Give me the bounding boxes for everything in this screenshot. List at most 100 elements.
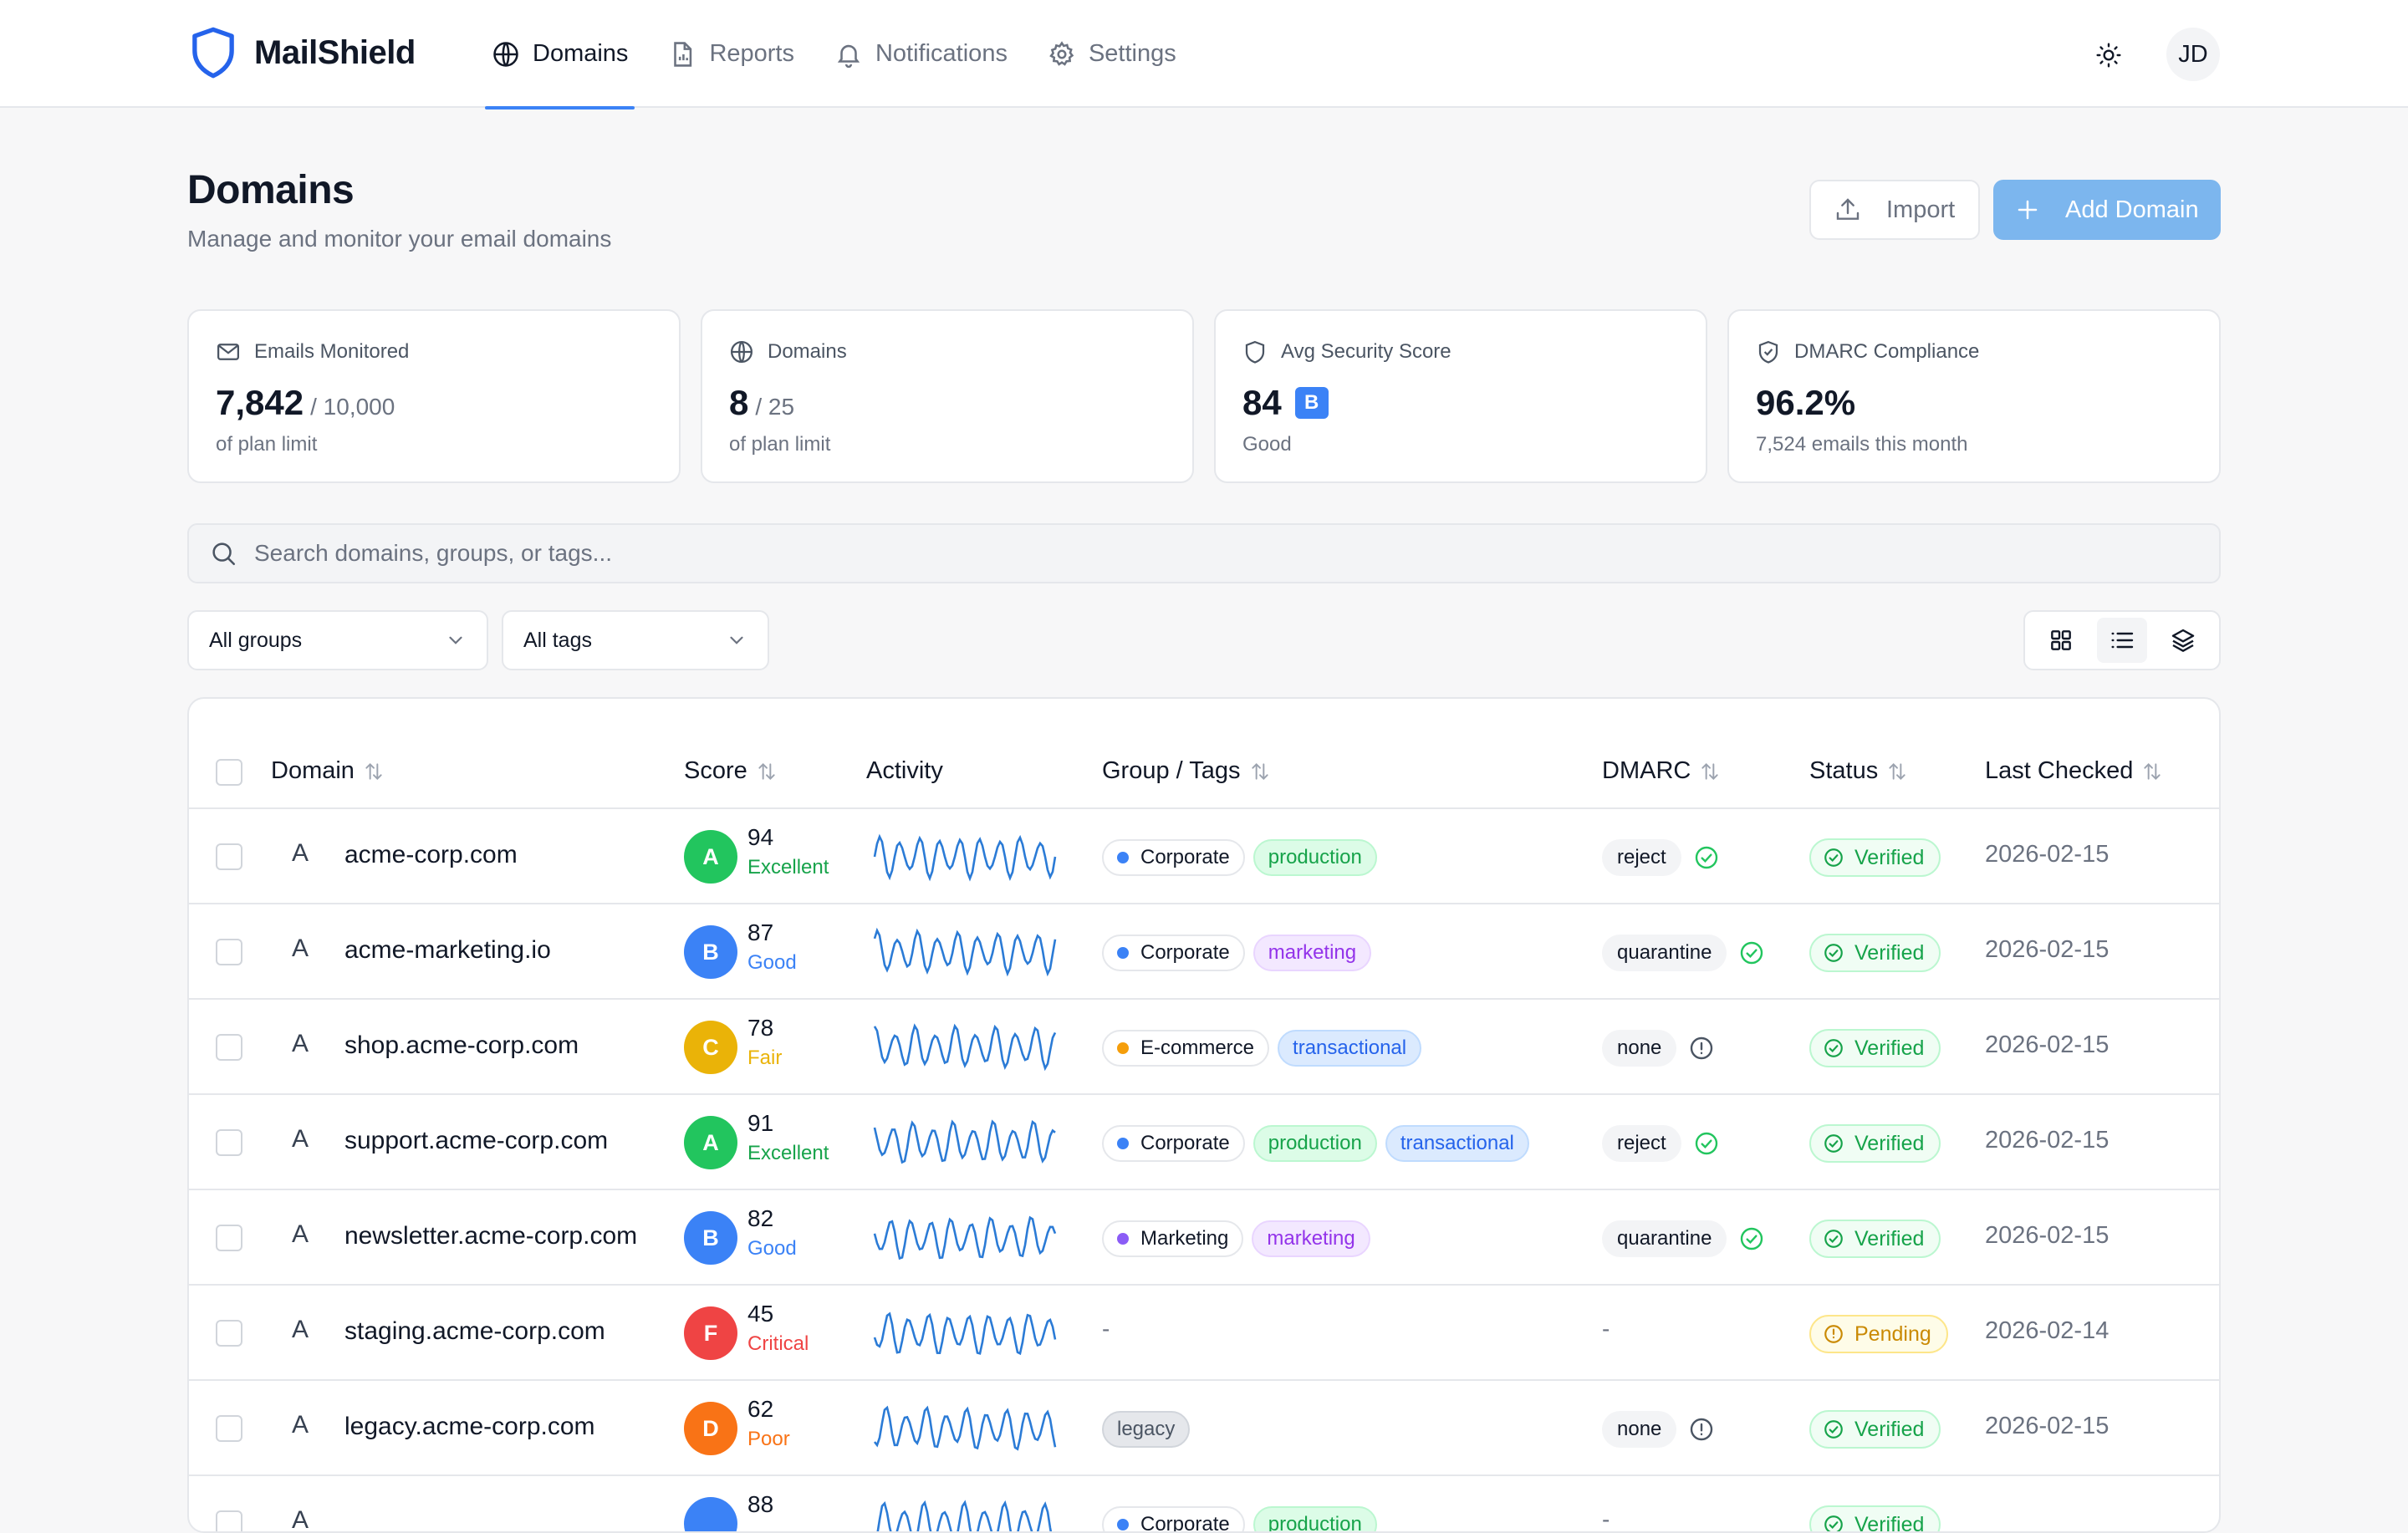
group-name: Marketing bbox=[1140, 1227, 1228, 1250]
row-checkbox[interactable] bbox=[216, 843, 242, 870]
groups-filter-select[interactable]: All groups bbox=[187, 610, 488, 670]
group-badge[interactable]: E-commerce bbox=[1102, 1030, 1269, 1067]
theme-toggle-button[interactable] bbox=[2090, 37, 2127, 74]
grid-view-button[interactable] bbox=[2036, 618, 2086, 663]
group-tags-cell: - bbox=[1102, 1316, 1110, 1342]
nav-reports[interactable]: Reports bbox=[661, 0, 801, 108]
domain-name[interactable]: support.acme-corp.com bbox=[344, 1127, 608, 1155]
row-checkbox[interactable] bbox=[216, 1225, 242, 1251]
brand[interactable]: MailShield bbox=[191, 27, 416, 79]
score-label: Critical bbox=[747, 1332, 809, 1356]
tag-badge[interactable]: production bbox=[1253, 1506, 1377, 1533]
tag-badge[interactable]: production bbox=[1253, 1125, 1377, 1162]
row-checkbox[interactable] bbox=[216, 939, 242, 965]
search-input[interactable] bbox=[254, 540, 2177, 567]
last-checked: 2026-02-15 bbox=[1985, 1222, 2109, 1250]
sparkline-path bbox=[875, 1503, 1055, 1533]
grade-badge: B bbox=[684, 925, 737, 979]
status-badge: Verified bbox=[1809, 934, 1941, 972]
select-all-checkbox[interactable] bbox=[216, 759, 242, 786]
tag-badge[interactable]: transactional bbox=[1385, 1125, 1529, 1162]
import-button[interactable]: Import bbox=[1809, 180, 1980, 240]
tag-badge[interactable]: transactional bbox=[1278, 1030, 1421, 1067]
group-badge[interactable]: Corporate bbox=[1102, 1506, 1245, 1533]
row-checkbox[interactable] bbox=[216, 1510, 242, 1533]
header-group-tags-label: Group / Tags bbox=[1102, 757, 1241, 785]
row-checkbox[interactable] bbox=[216, 1034, 242, 1061]
header-last-checked[interactable]: Last Checked bbox=[1985, 757, 2163, 785]
layers-view-button[interactable] bbox=[2158, 618, 2208, 663]
alert-circle-icon bbox=[1688, 1035, 1715, 1062]
header-dmarc[interactable]: DMARC bbox=[1602, 757, 1721, 785]
tags-filter-select[interactable]: All tags bbox=[502, 610, 769, 670]
stat-label: Avg Security Score bbox=[1281, 340, 1451, 364]
check-circle-icon bbox=[1693, 844, 1720, 871]
chevron-down-icon bbox=[445, 629, 467, 651]
last-checked: 2026-02-15 bbox=[1985, 841, 2109, 868]
grade-badge: A bbox=[684, 830, 737, 884]
header-score[interactable]: Score bbox=[684, 757, 778, 785]
header-group-tags[interactable]: Group / Tags bbox=[1102, 757, 1271, 785]
gear-icon bbox=[1048, 40, 1076, 69]
score-value: 87 bbox=[747, 919, 773, 946]
domain-icon: A bbox=[288, 935, 313, 963]
tag-badge[interactable]: marketing bbox=[1252, 1220, 1370, 1257]
page-title: Domains bbox=[187, 167, 354, 213]
nav-domains[interactable]: Domains bbox=[485, 0, 635, 108]
add-domain-button[interactable]: Add Domain bbox=[1993, 180, 2221, 240]
tag-badge[interactable]: production bbox=[1253, 839, 1377, 876]
domain-name[interactable]: acme-marketing.io bbox=[344, 936, 551, 965]
group-color-dot bbox=[1117, 1042, 1129, 1054]
row-checkbox[interactable] bbox=[216, 1320, 242, 1347]
group-badge[interactable]: Corporate bbox=[1102, 839, 1245, 876]
list-view-button[interactable] bbox=[2097, 618, 2147, 663]
last-checked: 2026-02-14 bbox=[1985, 1317, 2109, 1345]
nav-notifications[interactable]: Notifications bbox=[828, 0, 1014, 108]
group-name: Corporate bbox=[1140, 1132, 1230, 1155]
stat-card-domains: Domains 8/ 25 of plan limit bbox=[701, 309, 1194, 483]
main-nav: Domains Reports Notifications Settings bbox=[485, 0, 1210, 108]
dmarc-cell: reject bbox=[1602, 839, 1720, 876]
nav-settings[interactable]: Settings bbox=[1041, 0, 1183, 108]
header-domain[interactable]: Domain bbox=[271, 757, 385, 785]
tag-badge[interactable]: marketing bbox=[1253, 935, 1371, 971]
domain-name[interactable]: shop.acme-corp.com bbox=[344, 1031, 579, 1060]
check-circle-icon bbox=[1823, 1418, 1844, 1440]
check-circle-icon bbox=[1823, 1514, 1844, 1533]
domain-name[interactable]: acme-corp.com bbox=[344, 841, 518, 869]
dmarc-policy: none bbox=[1602, 1030, 1676, 1067]
grade-badge: B bbox=[684, 1211, 737, 1265]
domain-name[interactable]: staging.acme-corp.com bbox=[344, 1317, 605, 1346]
row-checkbox[interactable] bbox=[216, 1415, 242, 1442]
sparkline-path bbox=[875, 1026, 1055, 1068]
domain-name[interactable]: legacy.acme-corp.com bbox=[344, 1413, 595, 1441]
sort-icon bbox=[2141, 761, 2163, 782]
user-avatar[interactable]: JD bbox=[2166, 28, 2220, 81]
domain-name[interactable]: newsletter.acme-corp.com bbox=[344, 1222, 637, 1250]
header-status[interactable]: Status bbox=[1809, 757, 1908, 785]
row-checkbox[interactable] bbox=[216, 1129, 242, 1156]
group-color-dot bbox=[1117, 852, 1129, 863]
nav-reports-label: Reports bbox=[709, 40, 794, 68]
domain-icon: A bbox=[288, 1125, 313, 1154]
header-last-checked-label: Last Checked bbox=[1985, 757, 2133, 785]
tag-badge[interactable]: legacy bbox=[1102, 1411, 1190, 1448]
dmarc-policy: none bbox=[1602, 1411, 1676, 1448]
grade-badge: D bbox=[684, 1402, 737, 1455]
group-badge[interactable]: Marketing bbox=[1102, 1220, 1243, 1257]
group-badge[interactable]: Corporate bbox=[1102, 935, 1245, 971]
activity-sparkline bbox=[873, 1403, 1057, 1454]
chevron-down-icon bbox=[726, 629, 747, 651]
score-label: Excellent bbox=[747, 1142, 829, 1165]
group-badge[interactable]: Corporate bbox=[1102, 1125, 1245, 1162]
